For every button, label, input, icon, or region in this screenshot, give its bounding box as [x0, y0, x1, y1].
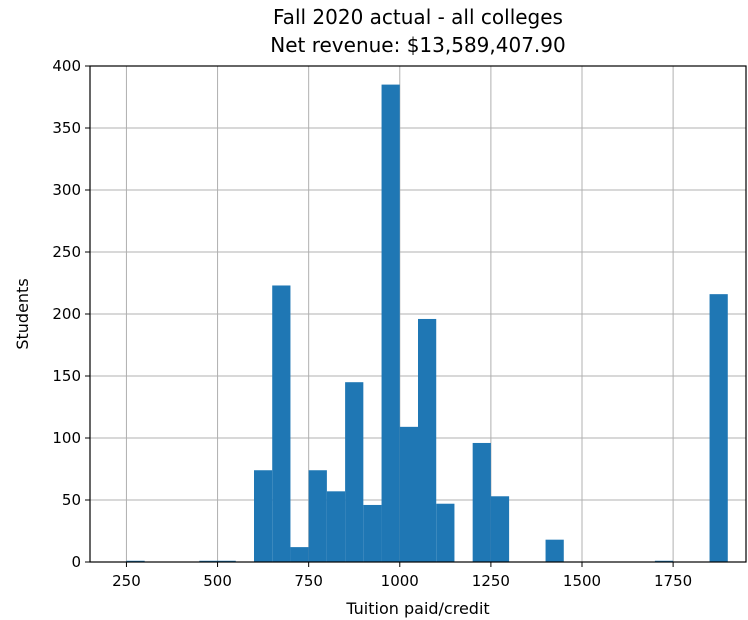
histogram-bar — [308, 470, 327, 562]
histogram-bar — [436, 503, 455, 562]
histogram-bar — [217, 560, 236, 562]
histogram-bar — [381, 84, 400, 562]
y-tick-label: 200 — [52, 305, 81, 323]
x-axis-label: Tuition paid/credit — [345, 599, 489, 618]
y-tick-label: 50 — [62, 491, 81, 509]
x-tick-label: 1750 — [654, 572, 692, 590]
axis-ticks: 250 500 750 1000 1250 1500 1750 0 50 100 150 200 250… — [52, 57, 692, 590]
y-tick-label: 0 — [71, 553, 81, 571]
x-tick-label: 500 — [203, 572, 232, 590]
chart-subtitle: Net revenue: $13,589,407.90 — [270, 33, 566, 57]
y-tick-label: 100 — [52, 429, 81, 447]
y-tick-label: 400 — [52, 57, 81, 75]
histogram-bar — [345, 382, 364, 562]
y-tick-label: 150 — [52, 367, 81, 385]
histogram-bar — [399, 426, 418, 562]
x-tick-label: 1250 — [472, 572, 510, 590]
y-axis-label: Students — [13, 278, 32, 349]
histogram-bar — [363, 504, 382, 562]
y-tick-label: 250 — [52, 243, 81, 261]
histogram-bar — [254, 470, 273, 562]
histogram-bar — [472, 442, 491, 562]
histogram-bar — [654, 560, 674, 562]
y-tick-label: 300 — [52, 181, 81, 199]
histogram-bar — [709, 294, 728, 562]
histogram-bar — [126, 560, 145, 562]
histogram-bar — [326, 491, 346, 562]
histogram-bar — [199, 560, 218, 562]
x-tick-label: 250 — [112, 572, 141, 590]
x-tick-label: 750 — [294, 572, 323, 590]
histogram-bar — [290, 547, 309, 562]
x-tick-label: 1500 — [563, 572, 601, 590]
y-tick-label: 350 — [52, 119, 81, 137]
histogram-bars — [126, 84, 728, 562]
histogram-bar — [418, 318, 437, 562]
x-tick-label: 1000 — [381, 572, 419, 590]
histogram-bar — [490, 496, 510, 562]
chart-title: Fall 2020 actual - all colleges — [273, 5, 563, 29]
histogram-bar — [272, 285, 291, 562]
grid-lines — [90, 65, 746, 563]
histogram-bar — [545, 539, 564, 562]
